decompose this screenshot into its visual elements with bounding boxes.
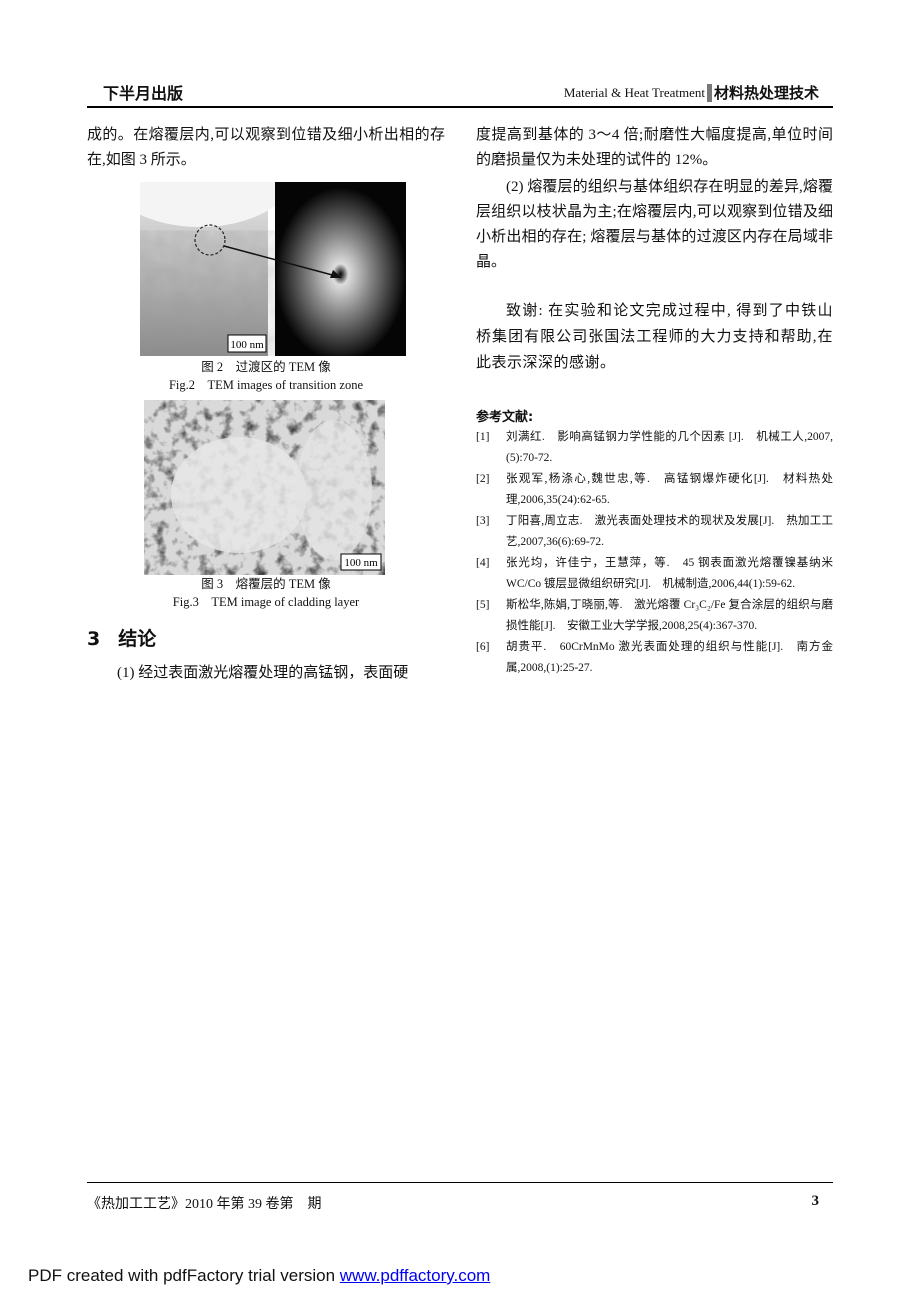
figure-2-image: 100 nm	[140, 182, 406, 356]
section-title: 结论	[118, 628, 157, 650]
header-right: Material & Heat Treatment 材料热处理技术	[564, 82, 819, 103]
reference: [2] 张观军,杨涤心,魏世忠,等. 高锰钢爆炸硬化[J]. 材料热处理,2006…	[476, 469, 833, 511]
reference: [1] 刘满红. 影响高锰钢力学性能的几个因素 [J]. 机械工人,2007,(5…	[476, 427, 833, 469]
reference-number: [5]	[476, 599, 490, 611]
figure-3-image: 100 nm	[144, 400, 385, 575]
header-rule	[87, 106, 833, 108]
watermark: PDF created with pdfFactory trial versio…	[28, 1266, 490, 1286]
paragraph: (2) 熔覆层的组织与基体组织存在明显的差异,熔覆层组织以枝状晶为主;在熔覆层内…	[476, 179, 833, 270]
reference: [5] 斯松华,陈娟,丁晓丽,等. 激光熔覆 Cr₃C₂/Fe 复合涂层的组织与磨…	[476, 595, 833, 637]
header-title-en: Material & Heat Treatment	[563, 84, 705, 100]
section-heading: 3 结论	[87, 624, 156, 651]
reference-number: [1]	[476, 431, 490, 443]
scale-bar-label: 100 nm	[344, 557, 378, 569]
reference-text: 胡贵平. 60CrMnMo 激光表面处理的组织与性能[J]. 南方金属,2008…	[506, 641, 833, 674]
reference-number: [3]	[476, 515, 490, 527]
acknowledgement: 致谢: 在实验和论文完成过程中, 得到了中铁山桥集团有限公司张国法工程师的大力支…	[476, 303, 833, 371]
references-title: 参考文献:	[476, 410, 534, 425]
watermark-link[interactable]: www.pdffactory.com	[339, 1266, 491, 1285]
header-left: 下半月出版	[103, 84, 184, 103]
reference-number: [6]	[476, 641, 490, 653]
reference-list: [1] 刘满红. 影响高锰钢力学性能的几个因素 [J]. 机械工人,2007,(5…	[476, 427, 833, 679]
reference-text: 丁阳喜,周立志. 激光表面处理技术的现状及发展[J]. 热加工工艺,2007,3…	[506, 515, 833, 548]
reference-text: 张光均，许佳宁，王慧萍，等. 45 钢表面激光熔覆镍基纳米WC/Co 镀层显微组…	[506, 557, 833, 590]
reference: [6] 胡贵平. 60CrMnMo 激光表面处理的组织与性能[J]. 南方金属,2…	[476, 637, 833, 679]
figure-caption-cn: 图 3 熔覆层的 TEM 像	[201, 577, 331, 591]
figure-caption-en: Fig.2 TEM images of transition zone	[168, 378, 364, 392]
scale-bar-label: 100 nm	[230, 339, 264, 351]
reference-text: 斯松华,陈娟,丁晓丽,等. 激光熔覆 Cr₃C₂/Fe 复合涂层的组织与磨损性能…	[506, 599, 833, 632]
reference-number: [2]	[476, 473, 490, 485]
figure-caption-cn: 图 2 过渡区的 TEM 像	[201, 360, 331, 374]
reference: [4] 张光均，许佳宁，王慧萍，等. 45 钢表面激光熔覆镍基纳米WC/Co 镀层…	[476, 553, 833, 595]
watermark-text: PDF created with pdfFactory trial versio…	[28, 1266, 340, 1285]
reference: [3] 丁阳喜,周立志. 激光表面处理技术的现状及发展[J]. 热加工工艺,200…	[476, 511, 833, 553]
section-number: 3	[87, 628, 101, 650]
page-number: 3	[811, 1193, 820, 1209]
reference-text: 刘满红. 影响高锰钢力学性能的几个因素 [J]. 机械工人,2007,(5):7…	[506, 431, 833, 464]
figure-caption-en: Fig.3 TEM image of cladding layer	[172, 595, 360, 609]
reference-number: [4]	[476, 557, 490, 569]
paragraph: (1) 经过表面激光熔覆处理的高锰钢，表面硬	[117, 665, 409, 681]
header-divider	[706, 83, 712, 102]
paragraph: 成的。在熔覆层内,可以观察到位错及细小析出相的存在,如图 3 所示。	[87, 127, 445, 168]
paragraph: 度提高到基体的 3～4 倍;耐磨性大幅度提高,单位时间的磨损量仅为未处理的试件的…	[476, 127, 833, 168]
reference-text: 张观军,杨涤心,魏世忠,等. 高锰钢爆炸硬化[J]. 材料热处理,2006,35…	[506, 473, 833, 506]
footer-journal: 《热加工工艺》2010 年第 39 卷第 期	[87, 1197, 322, 1212]
header-title-cn: 材料热处理技术	[713, 84, 819, 102]
footer-rule	[87, 1182, 833, 1183]
